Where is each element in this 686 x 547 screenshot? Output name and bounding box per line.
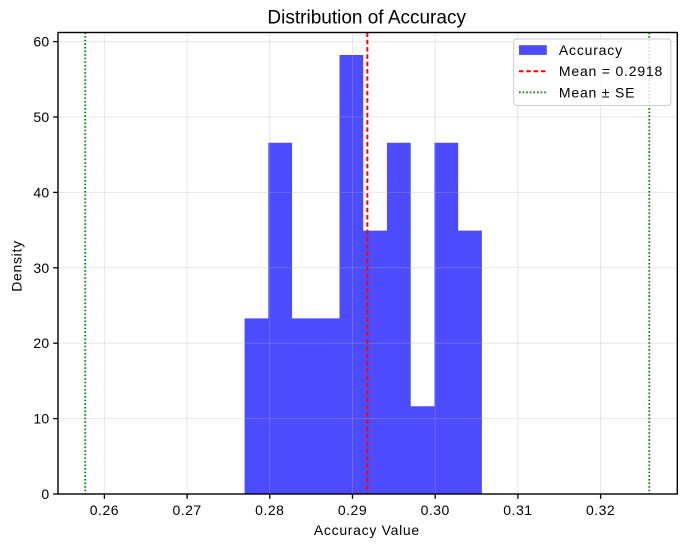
svg-text:Mean = 0.2918: Mean = 0.2918 (559, 63, 663, 79)
svg-text:Mean ± SE: Mean ± SE (559, 84, 635, 100)
svg-text:40: 40 (33, 184, 49, 200)
svg-text:Accuracy Value: Accuracy Value (314, 522, 420, 538)
svg-text:30: 30 (33, 260, 49, 276)
svg-text:50: 50 (33, 109, 49, 125)
svg-text:0.26: 0.26 (90, 502, 119, 518)
svg-text:0.30: 0.30 (421, 502, 450, 518)
svg-text:10: 10 (33, 411, 49, 427)
svg-text:60: 60 (33, 34, 49, 50)
svg-text:0.27: 0.27 (172, 502, 201, 518)
svg-text:0.29: 0.29 (338, 502, 367, 518)
svg-text:0.31: 0.31 (503, 502, 532, 518)
svg-text:0.32: 0.32 (586, 502, 615, 518)
svg-text:Accuracy: Accuracy (559, 42, 623, 58)
svg-text:20: 20 (33, 335, 49, 351)
svg-text:0: 0 (41, 486, 49, 502)
svg-text:0.28: 0.28 (255, 502, 284, 518)
svg-text:Distribution of Accuracy: Distribution of Accuracy (267, 8, 466, 29)
svg-text:Density: Density (9, 240, 25, 292)
